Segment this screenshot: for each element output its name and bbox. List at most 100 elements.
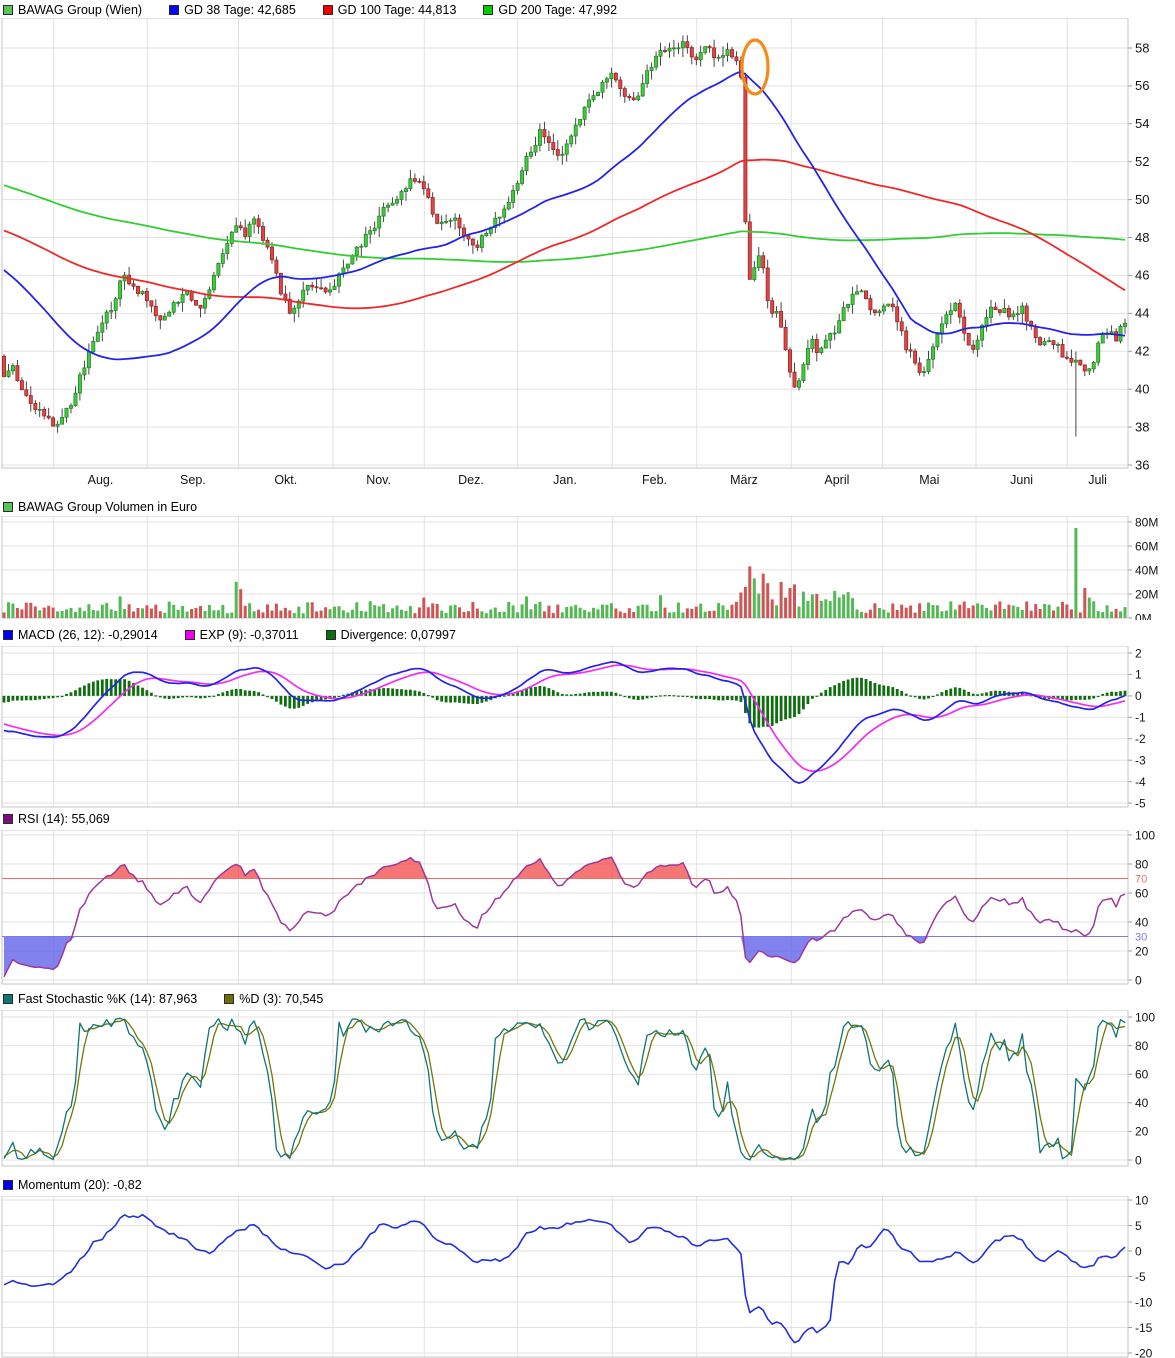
stochastic-chart: 100 80 60 40 20 0 xyxy=(1,1010,1155,1167)
stochastic-panel-legend: Fast Stochastic %K (14): 87,963 %D (3): … xyxy=(3,991,323,1006)
svg-text:20M: 20M xyxy=(1135,587,1158,601)
series-label: BAWAG Group (Wien) xyxy=(18,2,143,17)
svg-text:42: 42 xyxy=(1135,344,1149,359)
svg-text:54: 54 xyxy=(1135,116,1149,131)
series-swatch xyxy=(483,4,494,15)
svg-text:10: 10 xyxy=(1135,1196,1149,1207)
svg-text:48: 48 xyxy=(1135,230,1149,245)
svg-text:0: 0 xyxy=(1135,1153,1142,1167)
crash-annotation-ellipse xyxy=(740,38,770,96)
series-label: BAWAG Group Volumen in Euro xyxy=(18,499,198,514)
series-swatch xyxy=(3,993,13,1004)
svg-text:40M: 40M xyxy=(1135,563,1158,577)
svg-text:0: 0 xyxy=(1135,1244,1142,1258)
legend-item: GD 38 Tage: 42,685 xyxy=(169,3,296,17)
svg-text:100: 100 xyxy=(1135,1010,1155,1024)
svg-text:-5: -5 xyxy=(1135,796,1146,809)
series-swatch xyxy=(3,4,13,15)
svg-text:70: 70 xyxy=(1135,874,1147,886)
svg-text:50: 50 xyxy=(1135,192,1149,207)
svg-text:-1: -1 xyxy=(1135,711,1146,725)
svg-text:44: 44 xyxy=(1135,306,1149,321)
svg-text:20: 20 xyxy=(1135,944,1149,958)
legend-item: Momentum (20): -0,82 xyxy=(3,1178,142,1192)
svg-text:2: 2 xyxy=(1135,646,1142,660)
svg-text:38: 38 xyxy=(1135,419,1149,434)
series-swatch xyxy=(322,4,333,15)
momentum-chart: 10 5 0 -5 -10 -15 -20 xyxy=(1,1196,1153,1358)
svg-text:80M: 80M xyxy=(1135,516,1158,529)
series-label: Fast Stochastic %K (14): 87,963 xyxy=(18,991,198,1006)
series-swatch xyxy=(3,629,13,640)
legend-item: GD 100 Tage: 44,813 xyxy=(322,2,457,17)
svg-text:80: 80 xyxy=(1135,1039,1149,1053)
series-label: %D (3): 70,545 xyxy=(239,991,324,1006)
svg-text:60M: 60M xyxy=(1135,539,1158,553)
svg-text:60: 60 xyxy=(1135,1068,1149,1082)
svg-text:-5: -5 xyxy=(1135,1270,1146,1284)
svg-text:60: 60 xyxy=(1135,886,1149,900)
legend-item: Divergence: 0,07997 xyxy=(325,627,456,642)
svg-text:März: März xyxy=(730,473,758,487)
svg-text:Jan.: Jan. xyxy=(553,473,577,487)
volume-chart: 80M 60M 40M 20M 0M xyxy=(1,516,1158,620)
series-swatch xyxy=(3,813,13,824)
legend-item: MACD (26, 12): -0,29014 xyxy=(3,628,158,642)
volume-panel-legend: BAWAG Group Volumen in Euro xyxy=(3,499,197,514)
legend-item: RSI (14): 55,069 xyxy=(3,812,110,826)
series-label: GD 100 Tage: 44,813 xyxy=(337,2,457,17)
svg-text:0: 0 xyxy=(1135,973,1142,986)
series-swatch xyxy=(3,1179,13,1190)
series-swatch xyxy=(325,629,336,640)
series-label: Momentum (20): -0,82 xyxy=(18,1177,142,1192)
svg-text:-2: -2 xyxy=(1135,732,1146,746)
svg-text:100: 100 xyxy=(1135,830,1155,842)
svg-text:Dez.: Dez. xyxy=(458,473,484,487)
svg-text:Feb.: Feb. xyxy=(642,473,667,487)
svg-text:-15: -15 xyxy=(1135,1321,1153,1335)
series-label: Divergence: 0,07997 xyxy=(340,627,456,642)
svg-text:80: 80 xyxy=(1135,857,1149,871)
svg-text:Juli: Juli xyxy=(1088,473,1107,487)
momentum-panel-legend: Momentum (20): -0,82 xyxy=(3,1177,142,1192)
svg-text:36: 36 xyxy=(1135,457,1149,472)
price-panel-legend: BAWAG Group (Wien) GD 38 Tage: 42,685 GD… xyxy=(3,2,617,17)
svg-text:Nov.: Nov. xyxy=(366,473,391,487)
series-swatch xyxy=(224,993,235,1004)
legend-item: Fast Stochastic %K (14): 87,963 xyxy=(3,992,197,1006)
legend-item: %D (3): 70,545 xyxy=(224,992,323,1006)
svg-text:Okt.: Okt. xyxy=(274,473,297,487)
legend-item: BAWAG Group (Wien) xyxy=(3,3,142,17)
svg-text:58: 58 xyxy=(1135,40,1149,55)
series-label: EXP (9): -0,37011 xyxy=(199,627,299,642)
svg-text:40: 40 xyxy=(1135,382,1149,397)
rsi-panel-legend: RSI (14): 55,069 xyxy=(3,811,110,826)
svg-text:46: 46 xyxy=(1135,268,1149,283)
svg-text:-10: -10 xyxy=(1135,1295,1153,1309)
svg-text:30: 30 xyxy=(1135,932,1147,944)
series-swatch xyxy=(169,4,180,15)
series-label: GD 200 Tage: 47,992 xyxy=(498,2,618,17)
svg-text:Sep.: Sep. xyxy=(180,473,206,487)
svg-text:-20: -20 xyxy=(1135,1346,1153,1358)
svg-text:0M: 0M xyxy=(1135,611,1152,620)
macd-panel-legend: MACD (26, 12): -0,29014 EXP (9): -0,3701… xyxy=(3,627,456,642)
legend-item: EXP (9): -0,37011 xyxy=(184,627,299,642)
svg-text:0: 0 xyxy=(1135,689,1142,703)
svg-text:Juni: Juni xyxy=(1010,473,1033,487)
series-swatch xyxy=(3,501,13,512)
rsi-chart: 100 80 60 40 20 0 70 30 xyxy=(1,830,1155,986)
svg-text:1: 1 xyxy=(1135,668,1142,682)
svg-text:52: 52 xyxy=(1135,154,1149,169)
series-swatch xyxy=(184,629,195,640)
svg-text:40: 40 xyxy=(1135,1096,1149,1110)
svg-text:Aug.: Aug. xyxy=(88,473,114,487)
svg-text:56: 56 xyxy=(1135,78,1149,93)
svg-text:20: 20 xyxy=(1135,1125,1149,1139)
svg-text:-3: -3 xyxy=(1135,754,1146,768)
svg-text:Mai: Mai xyxy=(919,473,939,487)
series-label: MACD (26, 12): -0,29014 xyxy=(18,627,158,642)
legend-item: GD 200 Tage: 47,992 xyxy=(483,3,617,17)
svg-text:40: 40 xyxy=(1135,915,1149,929)
